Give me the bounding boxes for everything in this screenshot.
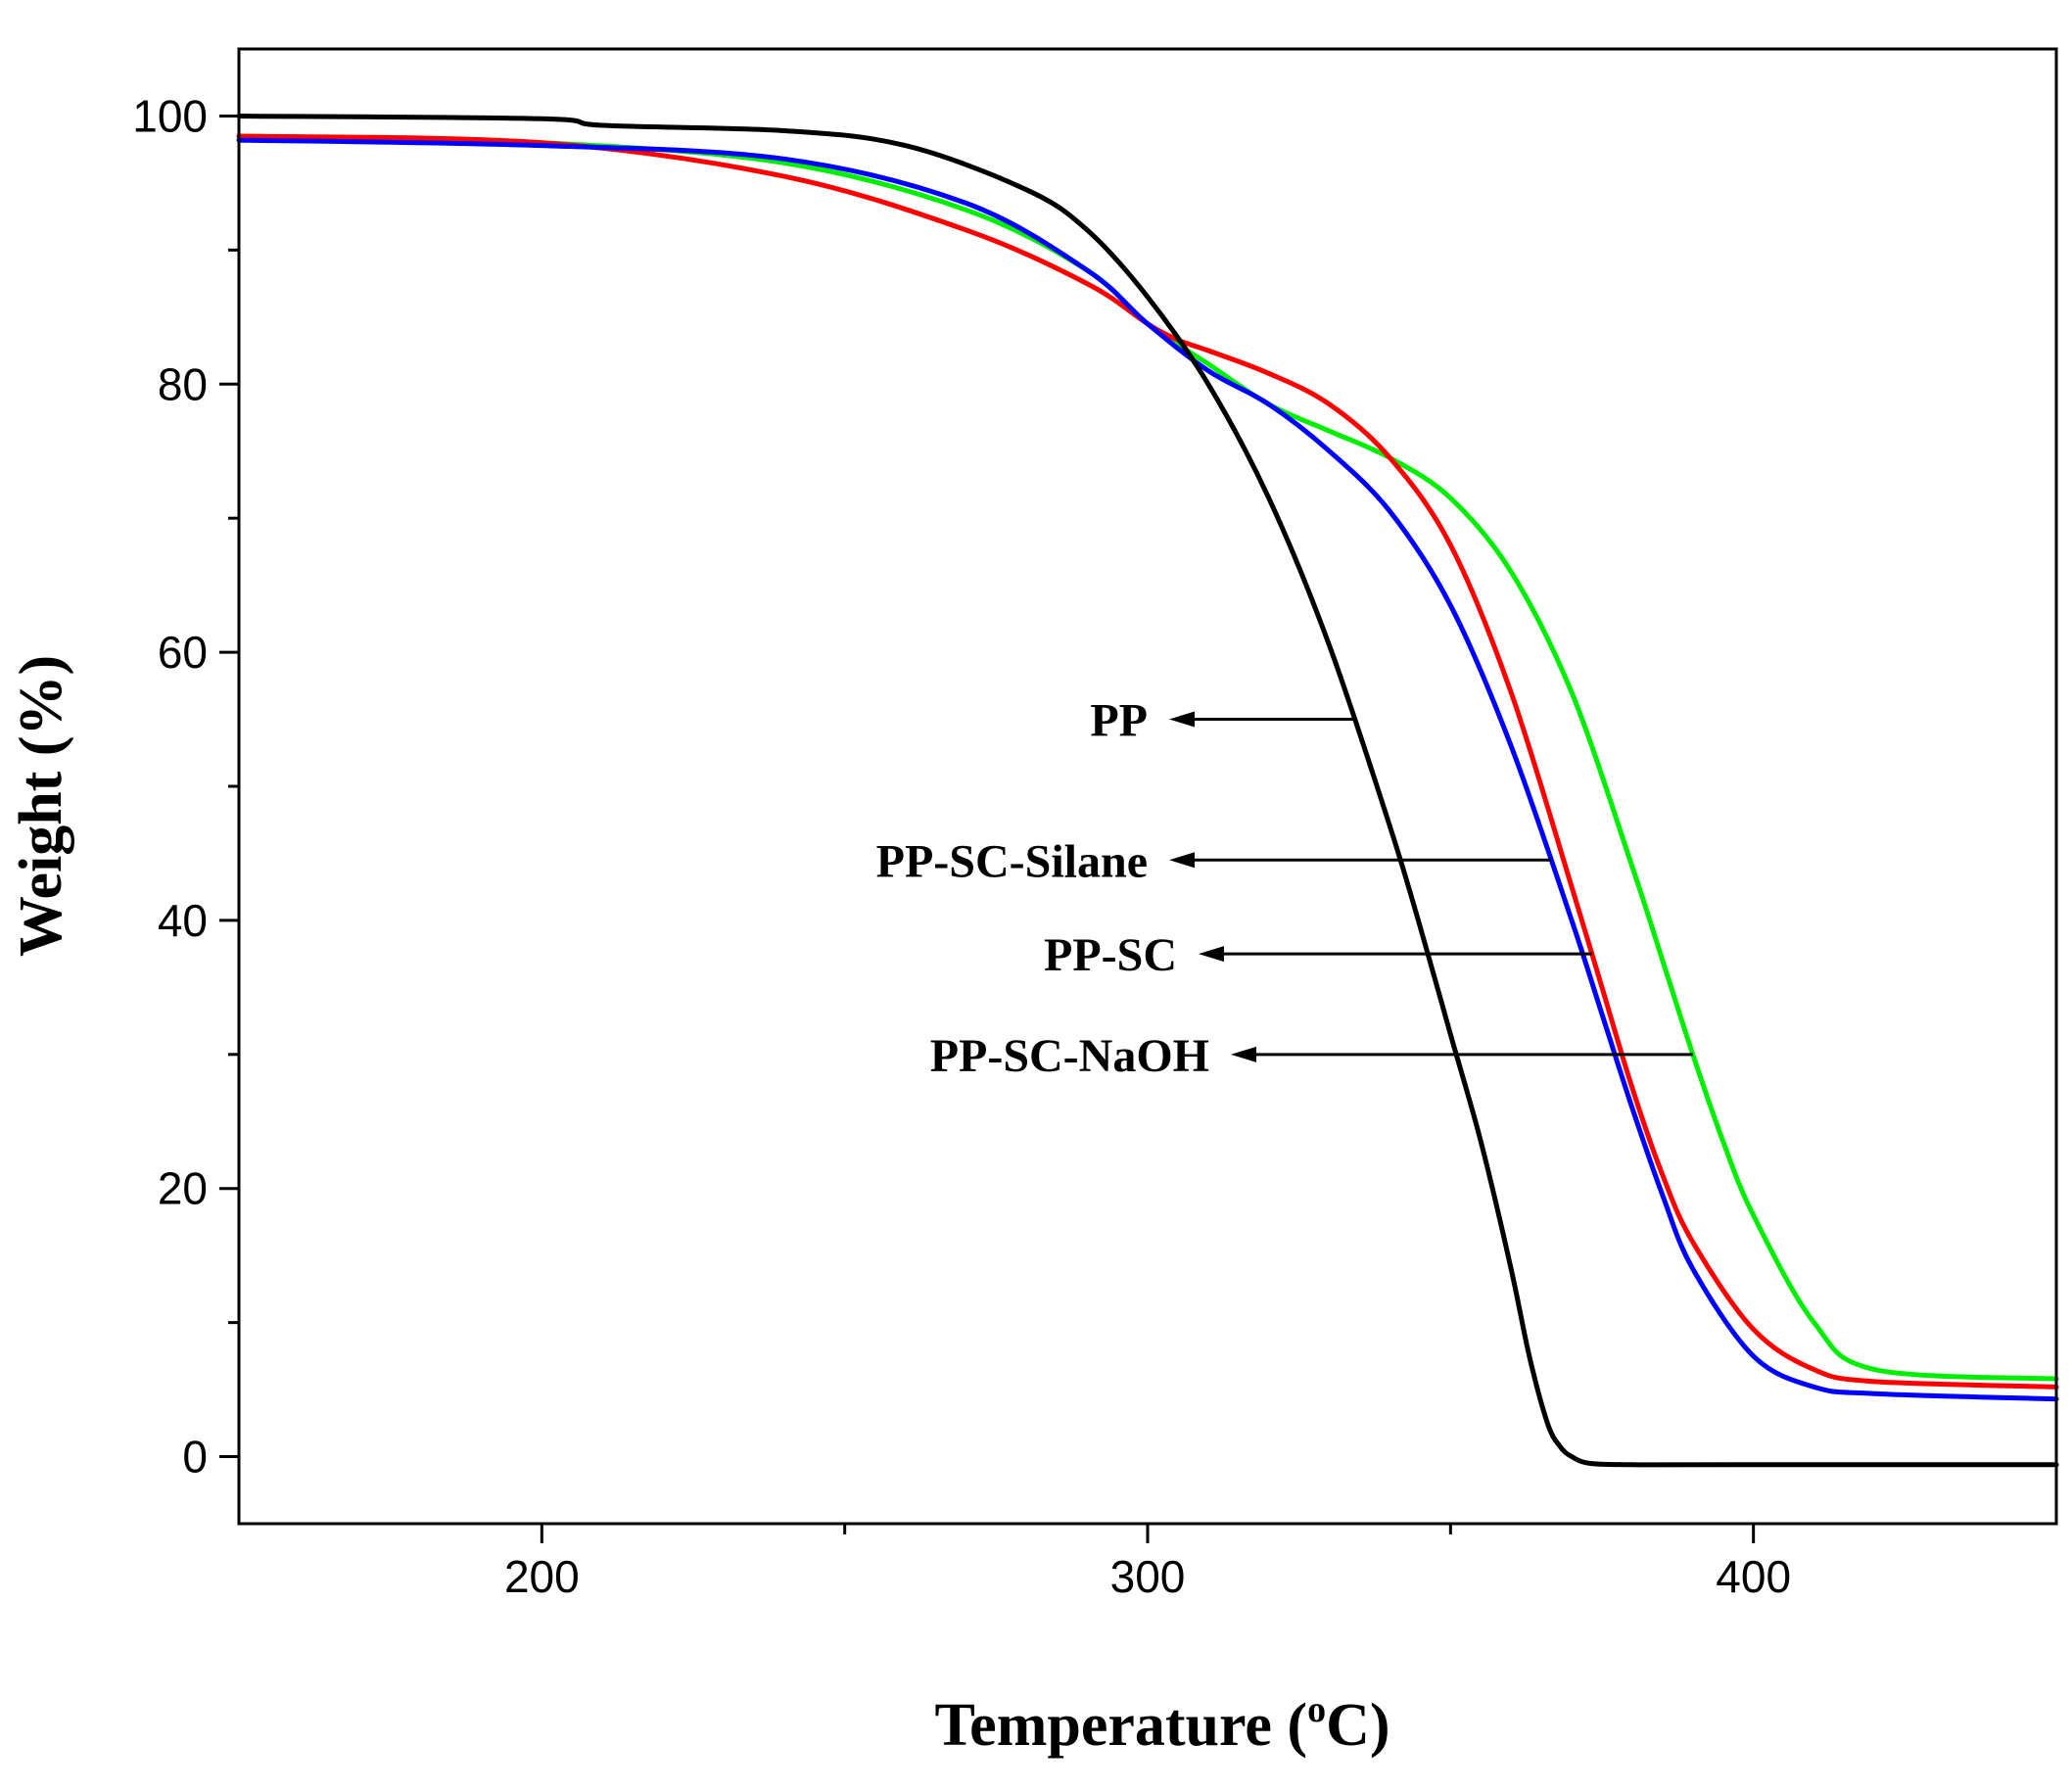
annotation-arrow-head: [1199, 946, 1224, 963]
annotation-pp-sc-silane: PP-SC-Silane: [876, 835, 1551, 887]
annotation-pp-sc: PP-SC: [1044, 929, 1592, 981]
y-tick-label: 20: [158, 1163, 208, 1214]
x-tick-label: 200: [504, 1551, 580, 1602]
y-axis-title: Weight (%): [8, 655, 74, 957]
x-tick-label: 300: [1110, 1551, 1186, 1602]
series-line-pp-sc: [236, 133, 2059, 1390]
series-line-pp-sc-naoh: [236, 133, 2059, 1382]
axis-tick-labels: 200 300 400 0 20 40 60 80 100: [132, 90, 1791, 1602]
x-axis-title: Temperature (oC): [935, 1689, 1390, 1759]
annotation-label: PP-SC: [1044, 929, 1177, 981]
series-annotations: PP PP-SC-Silane PP-SC PP-SC-NaOH: [876, 695, 1693, 1082]
annotation-arrow-head: [1231, 1046, 1256, 1062]
plot-area-frame: [237, 47, 2058, 1526]
annotation-arrow-head: [1169, 711, 1195, 728]
annotation-pp: PP: [1090, 695, 1354, 747]
axis-ticks: [219, 114, 1756, 1543]
y-tick-label: 80: [158, 358, 208, 409]
annotation-label: PP: [1090, 695, 1148, 747]
y-tick-label: 0: [182, 1432, 208, 1483]
y-tick-label: 40: [158, 895, 208, 946]
annotation-arrow-head: [1169, 852, 1195, 869]
x-tick-label: 400: [1716, 1551, 1791, 1602]
annotation-label: PP-SC-NaOH: [930, 1030, 1209, 1082]
x-axis-title-superscript: o: [1307, 1689, 1326, 1730]
series-line-pp: [236, 114, 2059, 1468]
annotation-label: PP-SC-Silane: [876, 835, 1148, 887]
y-tick-label: 60: [158, 627, 208, 678]
y-tick-label: 100: [132, 90, 208, 141]
annotation-pp-sc-naoh: PP-SC-NaOH: [930, 1030, 1693, 1082]
series-line-pp-sc-silane: [236, 137, 2059, 1402]
curves-layer: [236, 114, 2059, 1468]
